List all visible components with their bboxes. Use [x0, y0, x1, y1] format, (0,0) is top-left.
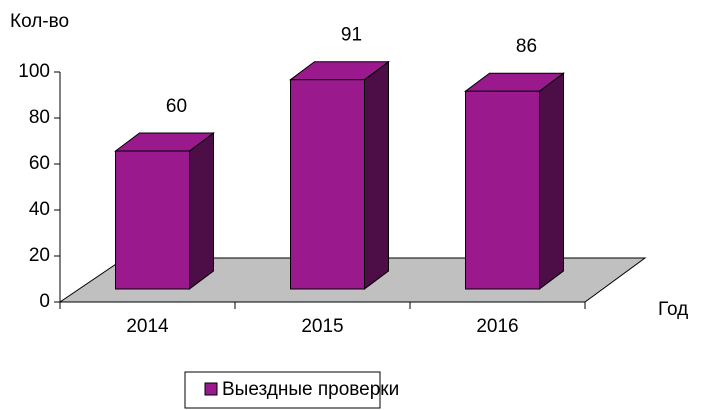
value-label: 91 — [341, 25, 362, 46]
value-label: 86 — [516, 36, 537, 57]
x-tick-label: 2016 — [476, 316, 518, 337]
y-tick-label: 20 — [29, 245, 50, 266]
bar — [465, 90, 540, 290]
y-tick-label: 60 — [29, 153, 50, 174]
y-axis-label: Кол-во — [10, 11, 69, 32]
x-axis-label: Год — [658, 299, 688, 320]
x-tick-label: 2015 — [301, 316, 343, 337]
legend-swatch — [204, 382, 218, 396]
legend-label: Выездные проверки — [222, 379, 399, 400]
x-tick-label: 2014 — [126, 316, 169, 337]
y-tick-label: 80 — [29, 107, 50, 128]
bar-side — [539, 72, 564, 290]
y-tick-label: 100 — [18, 61, 50, 82]
bar — [115, 150, 190, 290]
y-tick-label: 40 — [29, 199, 50, 220]
value-label: 60 — [166, 96, 187, 117]
bar-side — [364, 60, 389, 290]
y-tick-label: 0 — [39, 291, 50, 312]
bar — [290, 79, 365, 290]
bar-side — [189, 132, 214, 290]
